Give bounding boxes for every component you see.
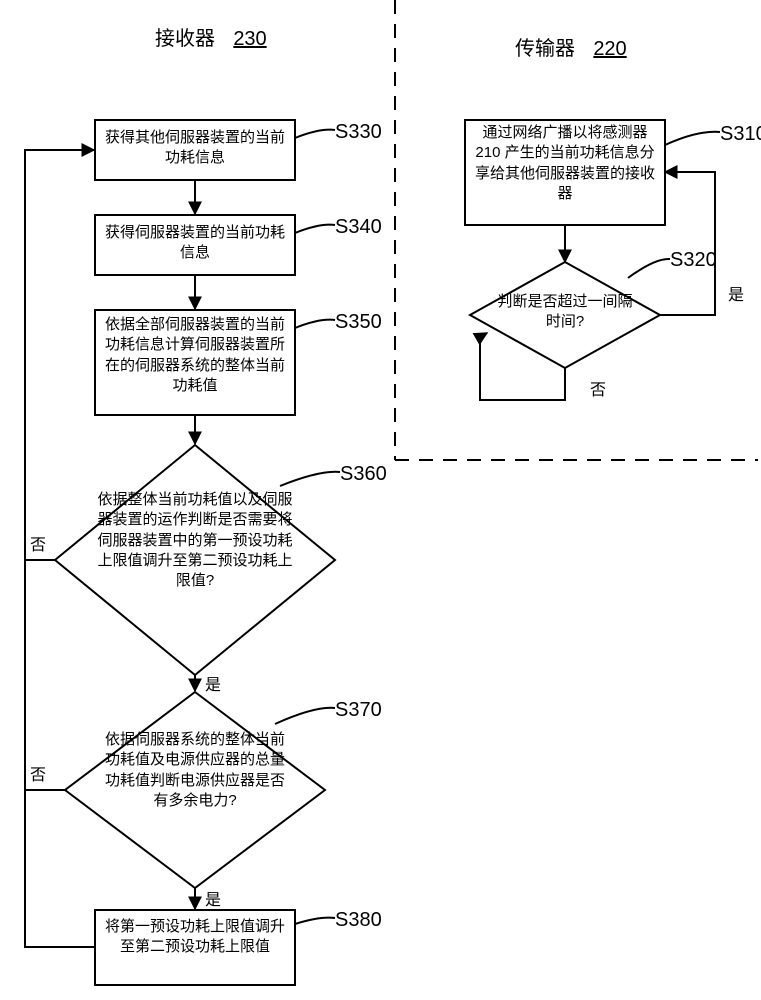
label-s340: S340	[335, 216, 382, 238]
edge-s320-yes: 是	[660, 172, 744, 315]
flowchart-canvas: 接收器 230 传输器 220 通过网络广播以将感测器 210 产生的当前功耗信…	[0, 0, 761, 1000]
svg-text:传输器: 传输器	[515, 37, 575, 60]
svg-text:否: 否	[30, 767, 46, 784]
node-s380: 将第一预设功耗上限值调升至第二预设功耗上限值	[95, 910, 295, 985]
edge-s360-no: 否	[25, 150, 94, 560]
label-s360: S360	[340, 463, 387, 485]
label-s380: S380	[335, 909, 382, 931]
node-s350: 依据全部伺服器装置的当前功耗信息计算伺服器装置所在的伺服器系统的整体当前功耗值	[95, 310, 295, 415]
svg-text:接收器: 接收器	[155, 27, 215, 50]
node-s320: 判断是否超过一间隔时间?	[470, 262, 660, 368]
node-s370: 依据伺服器系统的整体当前功耗值及电源供应器的总量功耗值判断电源供应器是否有多余电…	[65, 692, 325, 888]
leader-s320	[628, 259, 670, 278]
svg-text:否: 否	[30, 537, 46, 554]
edge-s380-feedback	[25, 560, 95, 947]
svg-text:是: 是	[205, 892, 221, 909]
transmitter-title: 传输器 220	[515, 37, 627, 60]
node-s310: 通过网络广播以将感测器 210 产生的当前功耗信息分享给其他伺服器装置的接收器	[465, 120, 665, 225]
node-s360: 依据整体当前功耗值以及伺服器装置的运作判断是否需要将伺服器装置中的第一预设功耗上…	[55, 445, 335, 675]
leader-s350	[295, 320, 335, 328]
label-s350: S350	[335, 311, 382, 333]
leader-s380	[295, 918, 335, 924]
label-s310: S310	[720, 123, 761, 145]
node-s340: 获得伺服器装置的当前功耗信息	[95, 215, 295, 275]
svg-text:是: 是	[728, 287, 744, 304]
leader-s360	[280, 472, 340, 486]
receiver-title: 接收器 230	[155, 27, 267, 50]
leader-s340	[295, 225, 335, 233]
leader-s330	[295, 130, 335, 138]
node-s330: 获得其他伺服器装置的当前功耗信息	[95, 120, 295, 180]
label-s320: S320	[670, 249, 717, 271]
label-s370: S370	[335, 699, 382, 721]
edge-s370-no: 否	[25, 767, 65, 790]
transmitter-boundary	[395, 0, 758, 460]
label-s330: S330	[335, 121, 382, 143]
leader-s370	[275, 708, 335, 724]
svg-text:220: 220	[593, 38, 626, 60]
svg-text:是: 是	[205, 677, 221, 694]
svg-text:否: 否	[590, 382, 606, 399]
leader-s310	[665, 132, 720, 145]
svg-text:230: 230	[233, 28, 266, 50]
edge-s360-yes: 是	[195, 675, 221, 694]
edge-s370-yes: 是	[195, 888, 221, 909]
